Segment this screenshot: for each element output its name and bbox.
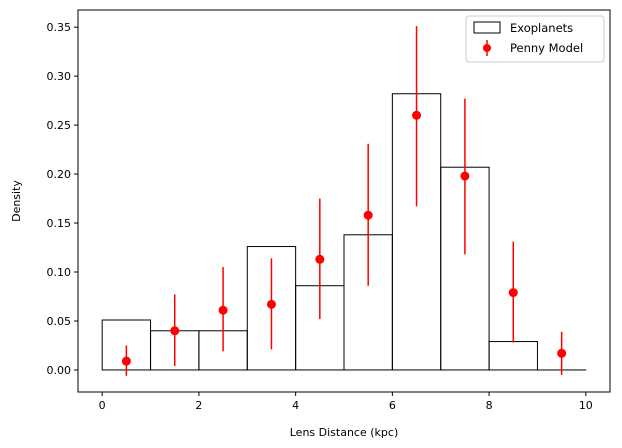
x-axis: 0 2 4 6 8 10 [99, 392, 593, 412]
legend: Exoplanets Penny Model [465, 15, 605, 63]
y-tick-label: 0.25 [47, 119, 72, 132]
legend-exoplanets-label: Exoplanets [510, 21, 573, 35]
data-point [363, 210, 373, 220]
y-tick-label: 0.30 [47, 70, 72, 83]
y-tick-label: 0.05 [47, 315, 72, 328]
y-tick-label: 0.15 [47, 217, 72, 230]
y-axis: 0.00 0.05 0.10 0.15 0.20 0.25 0.30 0.35 [47, 21, 78, 377]
y-axis-label: Density [10, 180, 23, 222]
data-point [508, 288, 518, 298]
x-tick-label: 8 [486, 399, 493, 412]
data-point [315, 254, 325, 264]
x-axis-label: Lens Distance (kpc) [290, 426, 398, 439]
data-point [218, 305, 228, 315]
legend-exoplanets-swatch [473, 21, 501, 34]
data-point [266, 299, 276, 309]
plot-frame [77, 9, 611, 393]
data-point [170, 326, 180, 336]
data-point [412, 110, 422, 120]
x-tick-label: 10 [579, 399, 593, 412]
y-tick-label: 0.00 [47, 364, 72, 377]
x-tick-label: 4 [292, 399, 299, 412]
y-tick-label: 0.35 [47, 21, 72, 34]
legend-penny-model-marker [483, 44, 491, 52]
data-point [121, 356, 131, 366]
x-tick-label: 0 [99, 399, 106, 412]
x-tick-label: 2 [195, 399, 202, 412]
y-tick-label: 0.10 [47, 266, 72, 279]
x-tick-label: 6 [389, 399, 396, 412]
data-point [557, 348, 567, 358]
legend-penny-model-label: Penny Model [510, 41, 583, 55]
y-tick-label: 0.20 [47, 168, 72, 181]
errorbar-layer [121, 26, 567, 376]
data-point [460, 171, 470, 181]
